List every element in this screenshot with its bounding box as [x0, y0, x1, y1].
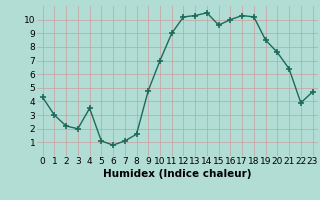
X-axis label: Humidex (Indice chaleur): Humidex (Indice chaleur) — [103, 169, 252, 179]
